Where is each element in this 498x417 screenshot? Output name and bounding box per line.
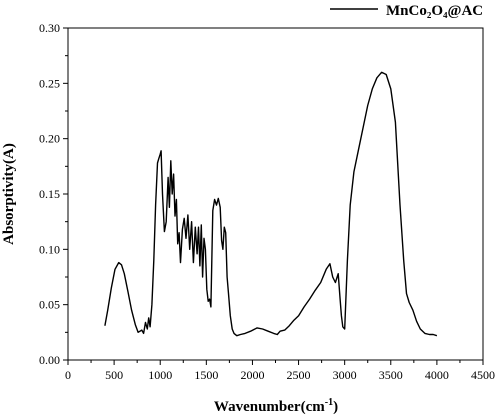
- x-axis-title: Wavenumber(cm-1): [214, 397, 338, 415]
- series-line: [104, 71, 438, 337]
- x-tick-label: 3500: [379, 368, 403, 382]
- x-tick-label: 2500: [287, 368, 311, 382]
- x-axis-ticks: 0 500 1000 1500 2000 2500 3000 3500 4000 4500: [65, 360, 495, 382]
- y-tick-label: 0.25: [39, 76, 60, 90]
- x-axis-title-end: ): [333, 399, 338, 415]
- x-tick-label: 1000: [148, 368, 172, 382]
- series-layer: [104, 71, 438, 337]
- x-tick-label: 4000: [425, 368, 449, 382]
- y-tick-label: 0.30: [39, 21, 60, 35]
- plot-border: [67, 27, 484, 361]
- y-tick-label: 0.20: [39, 132, 60, 146]
- x-tick-label: 500: [105, 368, 123, 382]
- y-axis-ticks: 0.00 0.05 0.10 0.15 0.20 0.25 0.30: [39, 21, 68, 367]
- y-axis-title: Absorptivity(A): [1, 143, 17, 245]
- y-tick-label: 0.15: [39, 187, 60, 201]
- x-tick-label: 2000: [240, 368, 264, 382]
- x-axis-title-main: Wavenumber(cm: [214, 399, 325, 415]
- legend: MnCo₂O₄@AC: [330, 3, 483, 19]
- x-tick-label: 4500: [471, 368, 495, 382]
- x-axis-title-sup: -1: [325, 397, 333, 408]
- y-tick-label: 0.10: [39, 242, 60, 256]
- y-tick-label: 0.00: [39, 353, 60, 367]
- x-tick-label: 0: [65, 368, 71, 382]
- legend-label: MnCo₂O₄@AC: [386, 3, 483, 19]
- plot-frame: [67, 27, 484, 361]
- y-tick-label: 0.05: [39, 298, 60, 312]
- x-tick-label: 1500: [194, 368, 218, 382]
- x-tick-label: 3000: [333, 368, 357, 382]
